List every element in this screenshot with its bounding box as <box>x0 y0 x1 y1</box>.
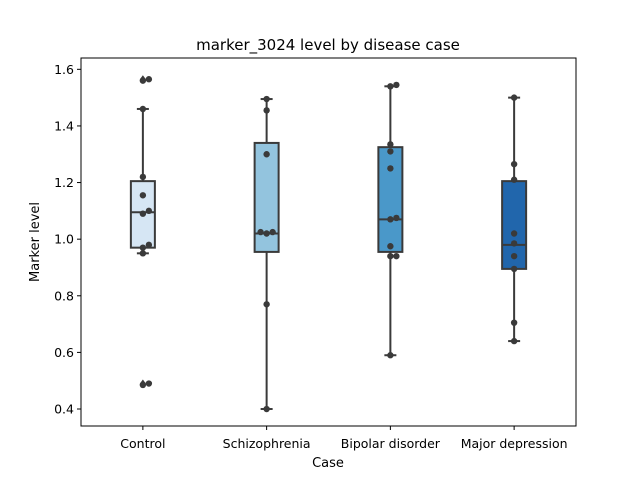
data-point <box>139 192 147 199</box>
data-point <box>510 160 518 168</box>
data-point <box>263 301 270 308</box>
data-point <box>393 81 400 89</box>
y-tick-label: 0.4 <box>54 402 74 417</box>
data-point <box>387 148 394 155</box>
data-point <box>139 105 147 113</box>
data-point <box>263 405 270 413</box>
chart-title: marker_3024 level by disease case <box>196 36 460 55</box>
data-point <box>145 241 153 249</box>
data-point <box>145 76 153 83</box>
x-tick-label: Bipolar disorder <box>341 436 441 451</box>
y-tick-label: 0.8 <box>54 288 74 303</box>
y-axis-label: Marker level <box>28 202 43 282</box>
data-point <box>263 151 270 158</box>
data-point <box>263 95 270 103</box>
data-point <box>145 207 153 215</box>
data-point <box>387 216 394 223</box>
data-point <box>387 83 394 90</box>
plot-area: 0.4 0.6 0.8 1.0 1.2 1.4 1.6 Control Schizophreni… <box>54 62 567 451</box>
data-point <box>139 77 147 84</box>
data-point <box>510 94 518 101</box>
data-point <box>269 228 276 236</box>
data-point <box>510 176 518 183</box>
data-point <box>257 228 264 236</box>
x-tick-label: Schizophrenia <box>223 436 311 451</box>
data-point <box>139 244 147 251</box>
y-tick-label: 1.4 <box>54 118 74 133</box>
x-axis-label: Case <box>312 456 344 471</box>
x-tick-label: Control <box>120 436 165 451</box>
data-point <box>145 380 153 387</box>
data-point <box>510 240 518 247</box>
data-point <box>139 381 147 389</box>
y-tick-label: 0.6 <box>54 345 74 360</box>
axes-frame <box>80 57 577 427</box>
data-point <box>263 230 270 237</box>
data-point <box>510 319 518 326</box>
data-point <box>139 210 147 217</box>
data-point <box>510 337 518 345</box>
data-point <box>387 252 394 260</box>
data-point <box>387 165 394 172</box>
y-tick-label: 1.2 <box>54 175 74 190</box>
data-point <box>263 107 270 114</box>
data-point <box>387 352 394 359</box>
box-iqr <box>377 146 404 253</box>
data-point <box>387 141 394 148</box>
data-point <box>510 230 518 237</box>
data-point <box>510 252 518 260</box>
data-point <box>387 243 394 250</box>
data-point <box>139 250 147 257</box>
data-point <box>393 214 400 222</box>
x-tick-label: Major depression <box>461 436 568 451</box>
data-point <box>393 252 400 260</box>
data-point <box>510 265 518 273</box>
y-tick-label: 1.0 <box>54 232 74 247</box>
data-point <box>139 173 147 181</box>
y-tick-label: 1.6 <box>54 62 74 77</box>
